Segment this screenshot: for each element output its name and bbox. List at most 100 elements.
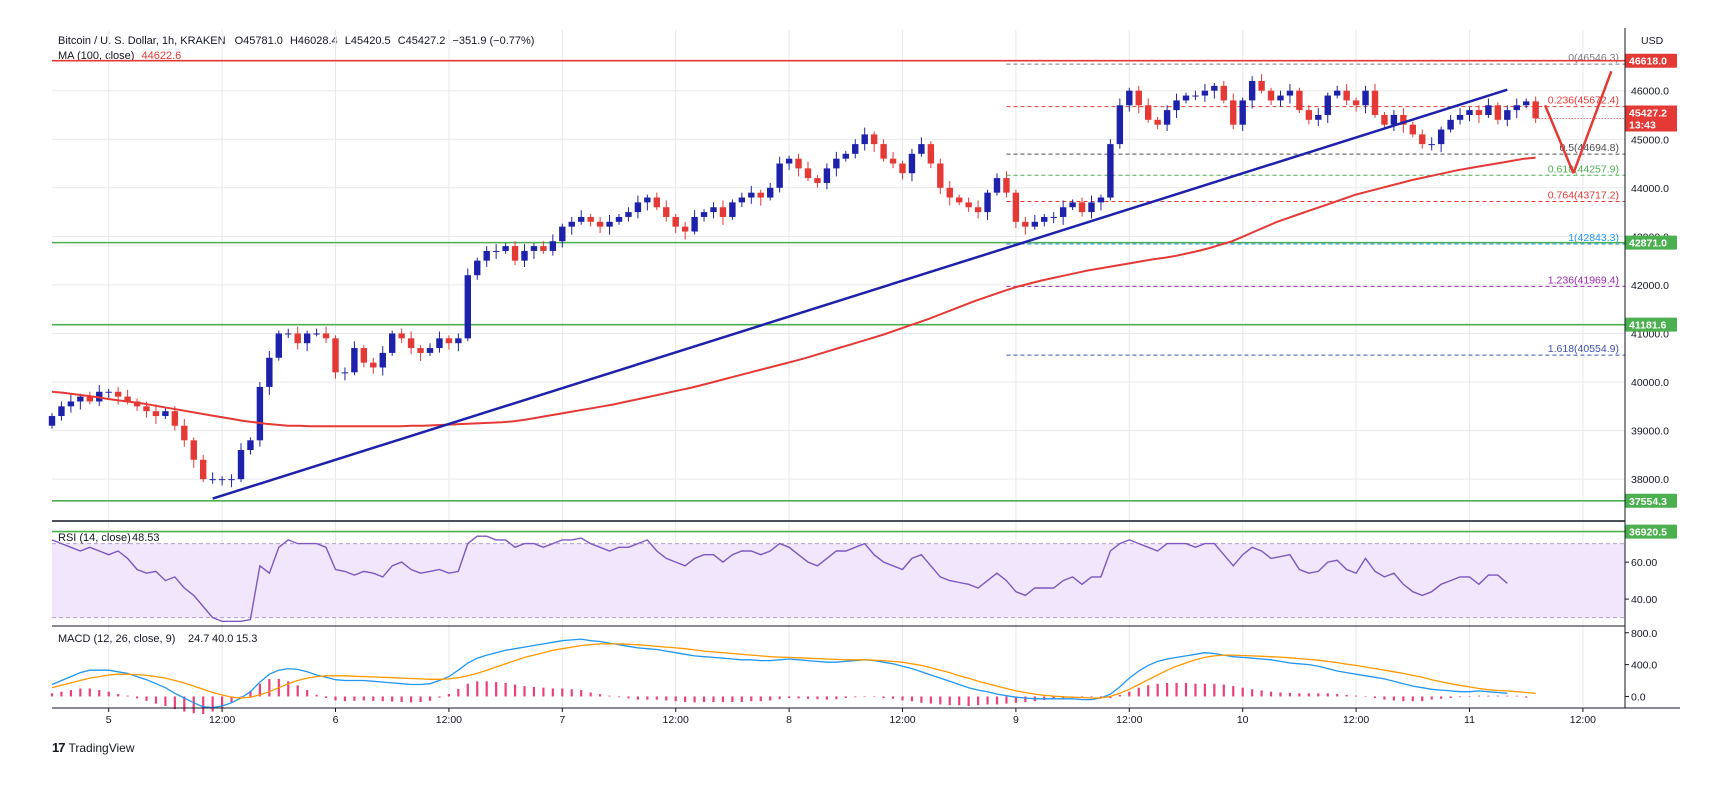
macd-histogram-bar [183, 696, 186, 712]
rsi-legend: RSI (14, close) [58, 532, 131, 544]
candle-down [1012, 192, 1020, 222]
macd-tick-label: 0.0 [1631, 691, 1646, 703]
candle-down [757, 192, 764, 198]
macd-histogram-bar [447, 694, 450, 697]
candle-down [587, 216, 594, 222]
candle-up [908, 153, 916, 174]
candle-up [1041, 216, 1048, 222]
macd-histogram-bar [759, 696, 762, 702]
macd-histogram-bar [1440, 696, 1443, 699]
candle-up [256, 386, 264, 441]
candle-up [1447, 119, 1454, 130]
fib-level-label: 0.5(44694.8) [1559, 142, 1619, 154]
macd-histogram-bar [258, 683, 261, 697]
macd-histogram-bar [750, 696, 753, 702]
candle-down [974, 207, 982, 213]
macd-histogram-bar [466, 683, 469, 697]
macd-histogram-bar [816, 696, 819, 700]
candle-up [1390, 114, 1398, 125]
macd-histogram-bar [1288, 692, 1292, 697]
bar-countdown-label: 13:43 [1629, 120, 1656, 132]
fib-level-label: 1.236(41969.4) [1548, 274, 1619, 286]
support-price-badge[interactable] [1625, 524, 1677, 539]
macd-histogram-bar [410, 696, 413, 703]
candle-down [681, 226, 689, 232]
candle-down [407, 338, 415, 349]
candle-down [171, 411, 179, 426]
macd-histogram-bar [192, 696, 195, 714]
macd-histogram-bar [476, 681, 479, 697]
macd-histogram-bar [485, 681, 488, 697]
candle-up [1315, 114, 1322, 120]
macd-histogram-bar [1118, 694, 1121, 697]
macd-histogram-bar [164, 696, 167, 706]
macd-histogram-bar [1109, 696, 1112, 699]
candle-up [341, 372, 349, 374]
rsi-pane[interactable]: 40.00 60.00 RSI (14, close) 48.53 [51, 532, 1657, 622]
macd-histogram-bar [939, 696, 942, 705]
macd-histogram-bar [1090, 696, 1093, 698]
candle-down [1296, 90, 1303, 111]
candle-down [795, 158, 802, 169]
time-tick-label: 7 [559, 714, 565, 726]
resistance-price-badge[interactable] [1625, 53, 1677, 68]
rsi-tick-label: 40.00 [1631, 594, 1657, 606]
macd-histogram-bar [1241, 687, 1244, 697]
macd-histogram-bar [230, 696, 233, 703]
macd-histogram-bar [1402, 696, 1405, 702]
support-price-badge[interactable] [1625, 235, 1677, 250]
macd-histogram-bar [882, 696, 885, 699]
macd-pane[interactable]: 0.0 400.0 800.0 MACD (12, 26, close, 9) 24.7… [50, 628, 1658, 714]
candle-up [1050, 216, 1057, 218]
macd-histogram-bar [863, 696, 866, 697]
support-price-badge[interactable] [1625, 317, 1677, 332]
current-price-badge[interactable] [1625, 105, 1677, 132]
macd-histogram-bar [495, 682, 498, 697]
candle-up [578, 216, 585, 222]
candle-up [1201, 90, 1209, 96]
candle-up [1163, 110, 1171, 125]
candle-up [1466, 110, 1473, 115]
candle-up [285, 333, 292, 335]
candle-up [58, 406, 65, 417]
macd-histogram-bar [1317, 693, 1320, 697]
candle-up [691, 216, 698, 232]
macd-legend: MACD (12, 26, close, 9) [58, 633, 175, 645]
candle-up [67, 401, 75, 407]
macd-histogram-bar [561, 688, 564, 697]
candle-down [445, 338, 453, 344]
macd-histogram-bar [1525, 696, 1528, 698]
macd-histogram-bar [1203, 683, 1206, 697]
time-tick-label: 12:00 [663, 714, 689, 726]
projection-up-line [1572, 70, 1613, 174]
macd-histogram-bar [1128, 691, 1131, 697]
macd-histogram-bar [154, 696, 158, 704]
macd-histogram-bar [986, 696, 989, 705]
price-tick-label: 39000.0 [1631, 426, 1669, 438]
candle-up [379, 352, 386, 368]
candle-down [294, 333, 301, 344]
macd-histogram-bar [1383, 696, 1386, 700]
candle-up [748, 192, 755, 198]
macd-histogram-bar [910, 696, 914, 702]
macd-signal-line [51, 643, 1536, 699]
macd-histogram-bar [107, 691, 110, 697]
candle-down [596, 221, 604, 227]
candle-down [332, 338, 339, 373]
macd-histogram-bar [1345, 694, 1348, 697]
candle-down [1381, 114, 1388, 125]
candle-up [521, 250, 528, 261]
tradingview-logo[interactable]: 17 TradingView [52, 740, 135, 755]
time-axis[interactable]: 5 12:00 6 12:00 7 12:00 8 12:00 9 12:00 10 12:00 11 1… [106, 708, 1596, 726]
macd-histogram-bar [1458, 696, 1462, 698]
trendline[interactable] [212, 88, 1508, 500]
macd-histogram-bar [1251, 689, 1254, 697]
candle-up [559, 226, 566, 242]
candle-up [729, 202, 736, 217]
candle-up [474, 260, 481, 276]
support-price-badge[interactable] [1625, 493, 1677, 508]
time-tick-label: 12:00 [1116, 714, 1142, 726]
fib-level-label: 0.618(44257.9) [1548, 163, 1619, 175]
time-tick-label: 12:00 [209, 714, 235, 726]
